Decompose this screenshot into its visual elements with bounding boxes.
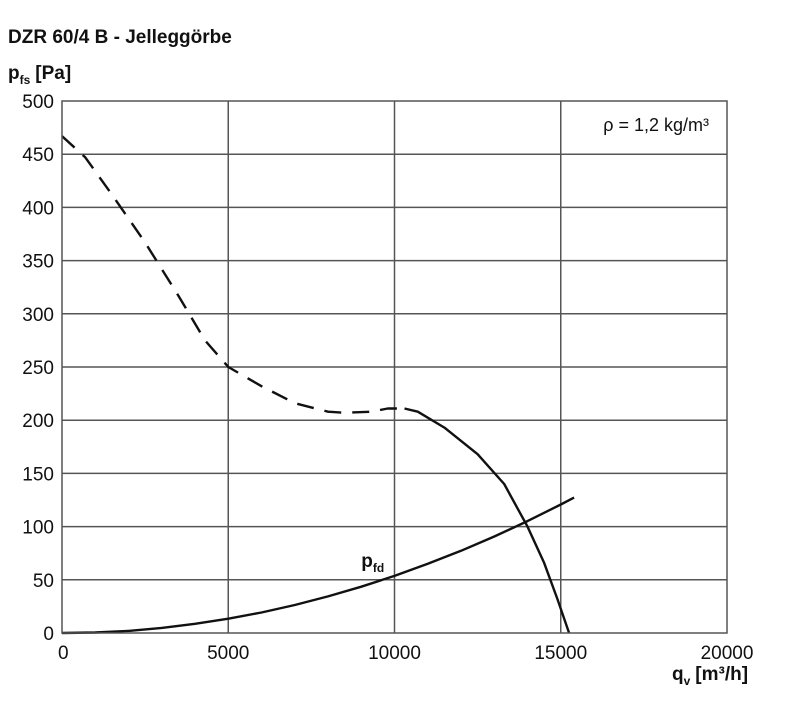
x-axis-label: qv [m³/h] [672, 664, 748, 688]
density-annotation: ρ = 1,2 kg/m³ [603, 115, 709, 135]
y-tick-label: 350 [22, 252, 54, 273]
y-tick-label: 250 [22, 358, 54, 379]
y-axis-label: pfs [Pa] [8, 63, 71, 87]
y-tick-label: 500 [22, 92, 54, 113]
y-tick-label: 200 [22, 411, 54, 432]
series-line-1 [404, 407, 571, 634]
x-tick-label: 15000 [534, 643, 587, 664]
plot-frame [61, 100, 728, 634]
chart-title: DZR 60/4 B - Jelleggörbe [8, 27, 232, 48]
y-tick-label: 100 [22, 518, 54, 539]
y-tick-label: 50 [33, 571, 54, 592]
series-label: pfd [361, 551, 384, 575]
grid [62, 101, 727, 633]
y-tick-label: 0 [43, 624, 54, 645]
y-tick-label: 150 [22, 464, 54, 485]
series-line-2 [61, 496, 575, 635]
y-tick-label: 400 [22, 198, 54, 219]
series-layer [61, 135, 575, 635]
series-line-0 [61, 135, 405, 414]
y-tick-label: 300 [22, 305, 54, 326]
x-tick-label: 20000 [701, 643, 754, 664]
x-tick-label: 10000 [368, 643, 421, 664]
y-tick-label: 450 [22, 145, 54, 166]
x-tick-label: 0 [58, 643, 69, 664]
axis-labels: pfd pfs [Pa] qv [m³/h] ρ = 1,2 kg/m³ [8, 63, 748, 688]
x-tick-label: 5000 [207, 643, 249, 664]
